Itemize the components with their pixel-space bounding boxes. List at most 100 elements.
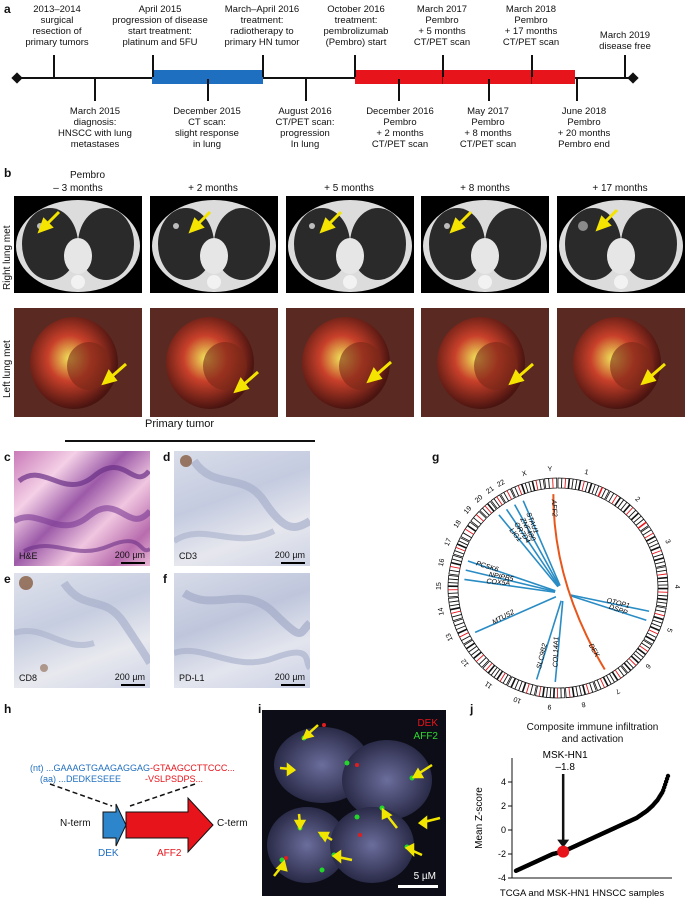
chromosome-label: 6 (644, 662, 652, 670)
scale-label: 200 µm (274, 672, 305, 682)
cytoband (597, 487, 604, 497)
pet-scan-drawing (286, 308, 414, 417)
dek-aff2-link (552, 494, 606, 671)
cytoband (617, 667, 625, 677)
fusion-link (498, 514, 559, 588)
chromosome-label: 16 (438, 558, 447, 567)
cytoband (653, 615, 664, 621)
cytoband (575, 686, 579, 697)
chromosome-label: 7 (614, 687, 621, 695)
cytoband (503, 492, 510, 502)
timeline-event: March 2017 Pembro + 5 months CT/PET scan (413, 4, 471, 48)
column-header: + 17 months (592, 183, 648, 194)
cytoband (478, 657, 487, 665)
cd3-stain-image: CD3 200 µm (174, 451, 310, 566)
dek-amino-acid-seq: (aa) ...DEDKESEEE (40, 774, 122, 784)
chromosome-band (605, 490, 650, 532)
cytoband (651, 622, 662, 628)
pet-scan-drawing (14, 308, 142, 417)
cytoband (549, 687, 552, 698)
timeline-tick (442, 55, 444, 77)
panel-label-h: h (4, 702, 12, 716)
cytoband (585, 683, 590, 694)
y-tick-label: -2 (498, 849, 506, 859)
cytoband (517, 485, 523, 495)
cytoband (450, 610, 461, 614)
dashed-connector (129, 783, 196, 807)
primary-tumor-bracket (65, 440, 315, 442)
panel-label-b: b (4, 166, 12, 180)
cytoband (528, 481, 532, 492)
ct-scan-image (286, 196, 414, 293)
cytoband (611, 495, 618, 504)
panel-label-i: i (258, 702, 262, 716)
cytoband (449, 569, 460, 573)
cytoband (456, 543, 467, 549)
chromosome-label: 1 (584, 469, 590, 477)
chemo-period-bar (152, 70, 263, 84)
fish-aff2-label: AFF2 (413, 731, 438, 742)
fish-nuclei (267, 723, 441, 883)
cytoband (468, 645, 477, 653)
cytoband (571, 478, 574, 490)
timeline-tick (576, 79, 578, 101)
cytoband (584, 482, 589, 492)
timeline-event: October 2016 treatment: pembrolizumab (P… (323, 4, 389, 48)
aff2-arrow (125, 796, 214, 854)
chromosome-band (593, 665, 628, 692)
chromosome-band (643, 605, 667, 645)
lesion-arrow (366, 360, 392, 384)
cytoband (617, 499, 625, 509)
pet-scan-image (421, 308, 549, 417)
cytoband (656, 601, 667, 604)
timeline-event: March 2019 disease free (599, 30, 651, 52)
cytoband (449, 603, 460, 607)
pet-scan-drawing (421, 308, 549, 417)
scale-bar (281, 684, 305, 686)
cytoband (486, 503, 495, 512)
fusion-link (522, 500, 561, 586)
chromosome-label: 9 (547, 703, 551, 710)
cytoband (657, 597, 668, 601)
cytoband (641, 642, 651, 649)
cytoband (637, 647, 647, 656)
cytoband (653, 557, 665, 562)
panel-label-f: f (163, 572, 167, 586)
he-stain-image: H&E 200 µm (14, 451, 150, 566)
stain-label: CD3 (179, 551, 198, 561)
timeline-tick (354, 55, 356, 77)
y-tick-label: 4 (501, 777, 506, 787)
timeline-event: 2013–2014 surgical resection of primary … (25, 4, 89, 48)
scale-bar (281, 562, 305, 564)
y-tick-label: -4 (498, 873, 506, 883)
cd8-stain-image: CD8 200 µm (14, 573, 150, 688)
ct-scan-image (14, 196, 142, 293)
lesion-arrow (319, 210, 343, 234)
timeline-event: March 2018 Pembro + 17 months CT/PET sca… (502, 4, 560, 48)
nucleus (267, 807, 347, 883)
aff2-gene-label: AFF2 (157, 848, 182, 859)
cytoband (657, 580, 668, 583)
ct-scan-drawing (152, 200, 276, 292)
cytoband (539, 479, 542, 490)
cytoband (514, 486, 520, 497)
lesion-arrow (640, 362, 666, 386)
msk-hn1-point (557, 845, 570, 858)
ct-scan-drawing (559, 200, 683, 292)
timeline-axis (18, 77, 632, 79)
cytoband (475, 654, 484, 662)
y-tick-label: 2 (501, 801, 506, 811)
cytoband (645, 535, 656, 542)
cytoband (609, 673, 615, 683)
panel-label-e: e (4, 572, 11, 586)
timeline-event: May 2017 Pembro + 8 months CT/PET scan (459, 106, 517, 150)
cytoband (611, 671, 619, 681)
stain-label: PD-L1 (179, 673, 205, 683)
ct-scan-image (557, 196, 685, 293)
cytoband (451, 558, 462, 562)
cytoband (496, 670, 504, 680)
cytoband (451, 614, 462, 618)
cytoband (657, 573, 668, 576)
he-tissue-texture (14, 465, 150, 553)
scale-bar (121, 562, 145, 564)
